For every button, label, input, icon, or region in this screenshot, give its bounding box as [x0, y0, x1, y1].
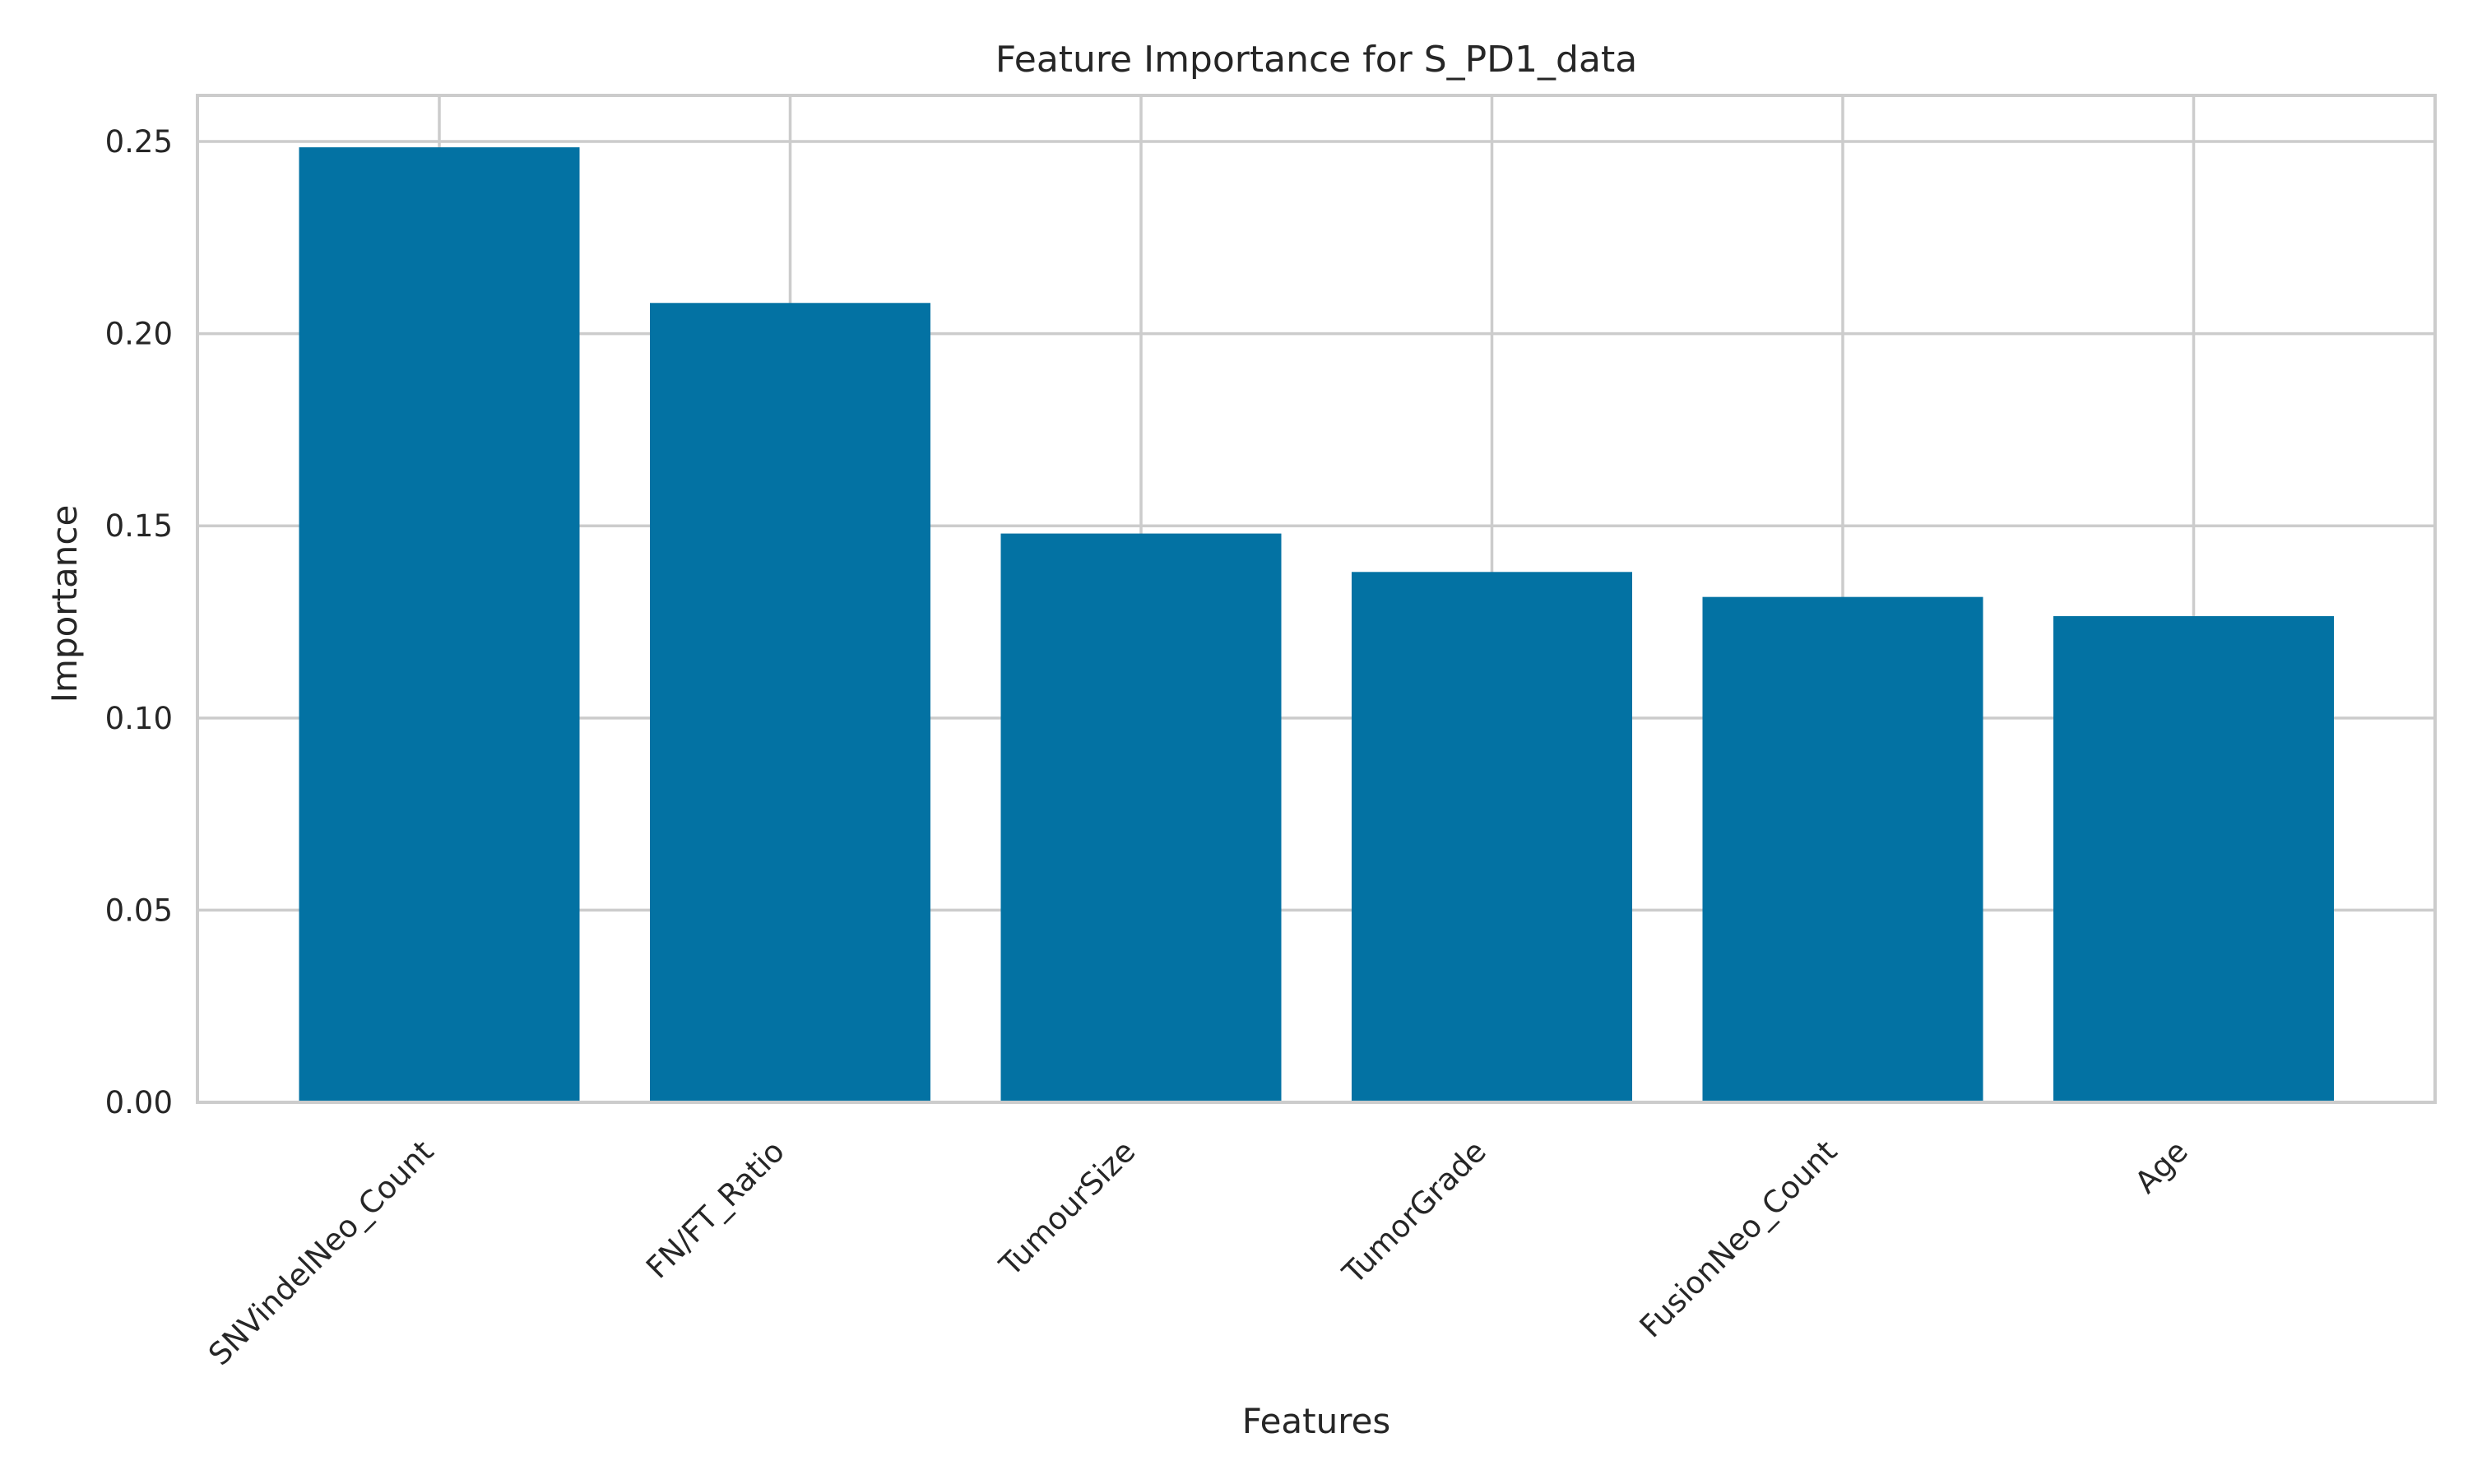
- y-tick-label: 0.20: [105, 317, 173, 352]
- bar-fusionneo-count: [1702, 596, 1983, 1102]
- chart-title: Feature Importance for S_PD1_data: [995, 39, 1637, 81]
- x-tick-label: FusionNeo_Count: [1633, 1134, 1844, 1345]
- bar-tumoursize: [1000, 533, 1282, 1102]
- y-tick-label: 0.00: [105, 1085, 173, 1120]
- x-tick-label: SNVindelNeo_Count: [202, 1134, 440, 1372]
- y-tick-label: 0.25: [105, 124, 173, 160]
- x-tick-label: Age: [2128, 1134, 2195, 1200]
- bar-age: [2053, 616, 2334, 1102]
- axes-frame: [196, 94, 2437, 1104]
- y-tick-label: 0.10: [105, 701, 173, 736]
- x-tick-labels: SNVindelNeo_Count FN/FT_Ratio TumourSize Tu…: [202, 1134, 2195, 1372]
- x-tick-label: FN/FT_Ratio: [639, 1134, 791, 1286]
- y-tick-labels: 0.00 0.05 0.10 0.15 0.20 0.25: [105, 124, 173, 1120]
- bar-fn-ft-ratio: [650, 303, 930, 1103]
- y-tick-label: 0.05: [105, 893, 173, 928]
- bars-layer: [299, 147, 2334, 1103]
- x-tick-label: TumorGrade: [1335, 1134, 1493, 1292]
- y-axis-label: Importance: [44, 505, 85, 703]
- y-tick-label: 0.15: [105, 508, 173, 544]
- bar-tumorgrade: [1352, 572, 1632, 1102]
- x-tick-label: TumourSize: [992, 1134, 1142, 1283]
- bar-snvindelneo-count: [299, 147, 580, 1102]
- x-axis-label: Features: [1242, 1401, 1391, 1441]
